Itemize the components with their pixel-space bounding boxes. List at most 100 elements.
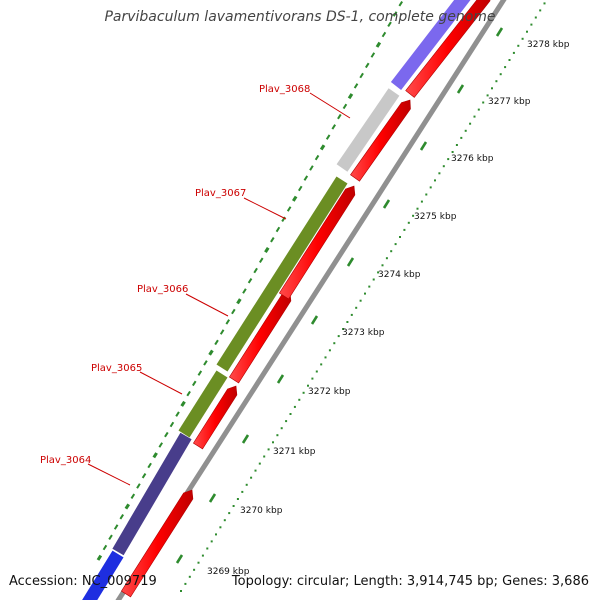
minor-tick (314, 154, 320, 161)
scale-dot (442, 165, 445, 168)
scale-dot (539, 9, 542, 12)
scale-dot (477, 108, 480, 111)
scale-dot (359, 299, 362, 302)
gene-block (112, 432, 192, 556)
scale-dot (355, 306, 358, 309)
scale-dot (201, 554, 204, 557)
minor-tick (398, 1, 403, 7)
scale-dot (206, 547, 209, 550)
scale-dot (333, 342, 336, 345)
minor-tick (186, 390, 191, 397)
scale-tick-label: 3274 kbp (378, 270, 421, 280)
red-gene-arrow (405, 0, 491, 98)
minor-tick (197, 370, 203, 376)
scale-major-tick (346, 257, 355, 267)
scale-dot (342, 328, 345, 330)
scale-dot (197, 561, 200, 564)
scale-major-tick (175, 554, 184, 564)
gene-label-leader (87, 463, 131, 486)
scale-dot (232, 505, 235, 507)
scale-dot (372, 278, 375, 281)
scale-dot (320, 363, 323, 366)
scale-tick-label: 3269 kbp (207, 567, 250, 577)
gene-label: Plav_3066 (137, 284, 188, 295)
minor-tick (325, 134, 331, 140)
scale-dot (381, 264, 384, 267)
minor-tick (342, 103, 348, 110)
minor-tick (236, 298, 242, 305)
minor-tick (108, 534, 113, 540)
gene-label-leader (185, 293, 229, 317)
minor-tick (164, 431, 169, 438)
scale-dot (184, 582, 187, 585)
scale-dot (180, 590, 182, 592)
scale-dot (530, 23, 533, 26)
scale-dot (223, 519, 226, 522)
minor-tick (298, 185, 303, 192)
scale-dot (328, 349, 331, 352)
minor-tick (136, 483, 141, 489)
minor-tick (96, 554, 103, 561)
scale-dot (377, 271, 380, 274)
minor-tick (359, 72, 364, 79)
scale-dot (521, 37, 524, 40)
scale-dot (412, 214, 415, 217)
scale-dot (517, 44, 520, 47)
scale-dot (512, 51, 515, 54)
scale-dot (193, 568, 196, 571)
minor-tick (124, 503, 130, 510)
scale-tick-label: 3277 kbp (488, 97, 531, 107)
scale-dot (311, 377, 314, 380)
minor-tick (152, 452, 158, 459)
scale-dot (289, 413, 292, 415)
scale-dot (263, 455, 266, 458)
gene-block (336, 88, 400, 172)
scale-dot (499, 73, 502, 76)
scale-dot (399, 236, 401, 238)
scale-dot (346, 321, 349, 323)
gene-label-leader (309, 92, 351, 119)
scale-dot (350, 313, 353, 316)
scale-major-tick (495, 27, 504, 37)
scale-major-tick (276, 374, 285, 384)
minor-tick (113, 524, 119, 530)
red-gene-arrow (192, 385, 238, 450)
minor-tick (158, 442, 163, 448)
scale-dot (250, 476, 253, 479)
minor-tick (219, 329, 225, 335)
scale-dot (258, 462, 261, 465)
scale-tick-label: 3275 kbp (414, 212, 457, 222)
gene-label: Plav_3068 (259, 84, 310, 95)
scale-dot (364, 292, 366, 295)
scale-tick-label: 3276 kbp (451, 154, 494, 164)
scale-dot (368, 285, 371, 288)
scale-dot (272, 441, 274, 444)
scale-dot (307, 384, 309, 387)
scale-tick-label: 3270 kbp (240, 506, 283, 516)
scale-dot (425, 193, 428, 196)
minor-tick (214, 339, 219, 346)
scale-dot (403, 228, 406, 231)
minor-tick (231, 308, 236, 315)
scale-dot (407, 221, 410, 224)
gene-label: Plav_3064 (40, 455, 91, 466)
scale-tick-label: 3273 kbp (342, 328, 385, 338)
scale-dot (293, 405, 296, 408)
minor-tick (347, 93, 354, 100)
scale-tick-label: 3272 kbp (308, 387, 351, 397)
scale-dot (482, 101, 485, 104)
gene-block (216, 176, 348, 372)
scale-dot (491, 87, 493, 90)
minor-tick (141, 473, 147, 479)
minor-tick (225, 319, 230, 325)
gene-block (178, 370, 228, 438)
minor-tick (275, 226, 281, 233)
scale-dot (543, 2, 546, 5)
scale-dot (236, 498, 239, 500)
gene-label-leader (139, 371, 183, 395)
red-gene-arrow (278, 185, 356, 300)
minor-tick (130, 493, 136, 499)
scale-major-tick (310, 315, 319, 325)
minor-tick (180, 400, 186, 407)
